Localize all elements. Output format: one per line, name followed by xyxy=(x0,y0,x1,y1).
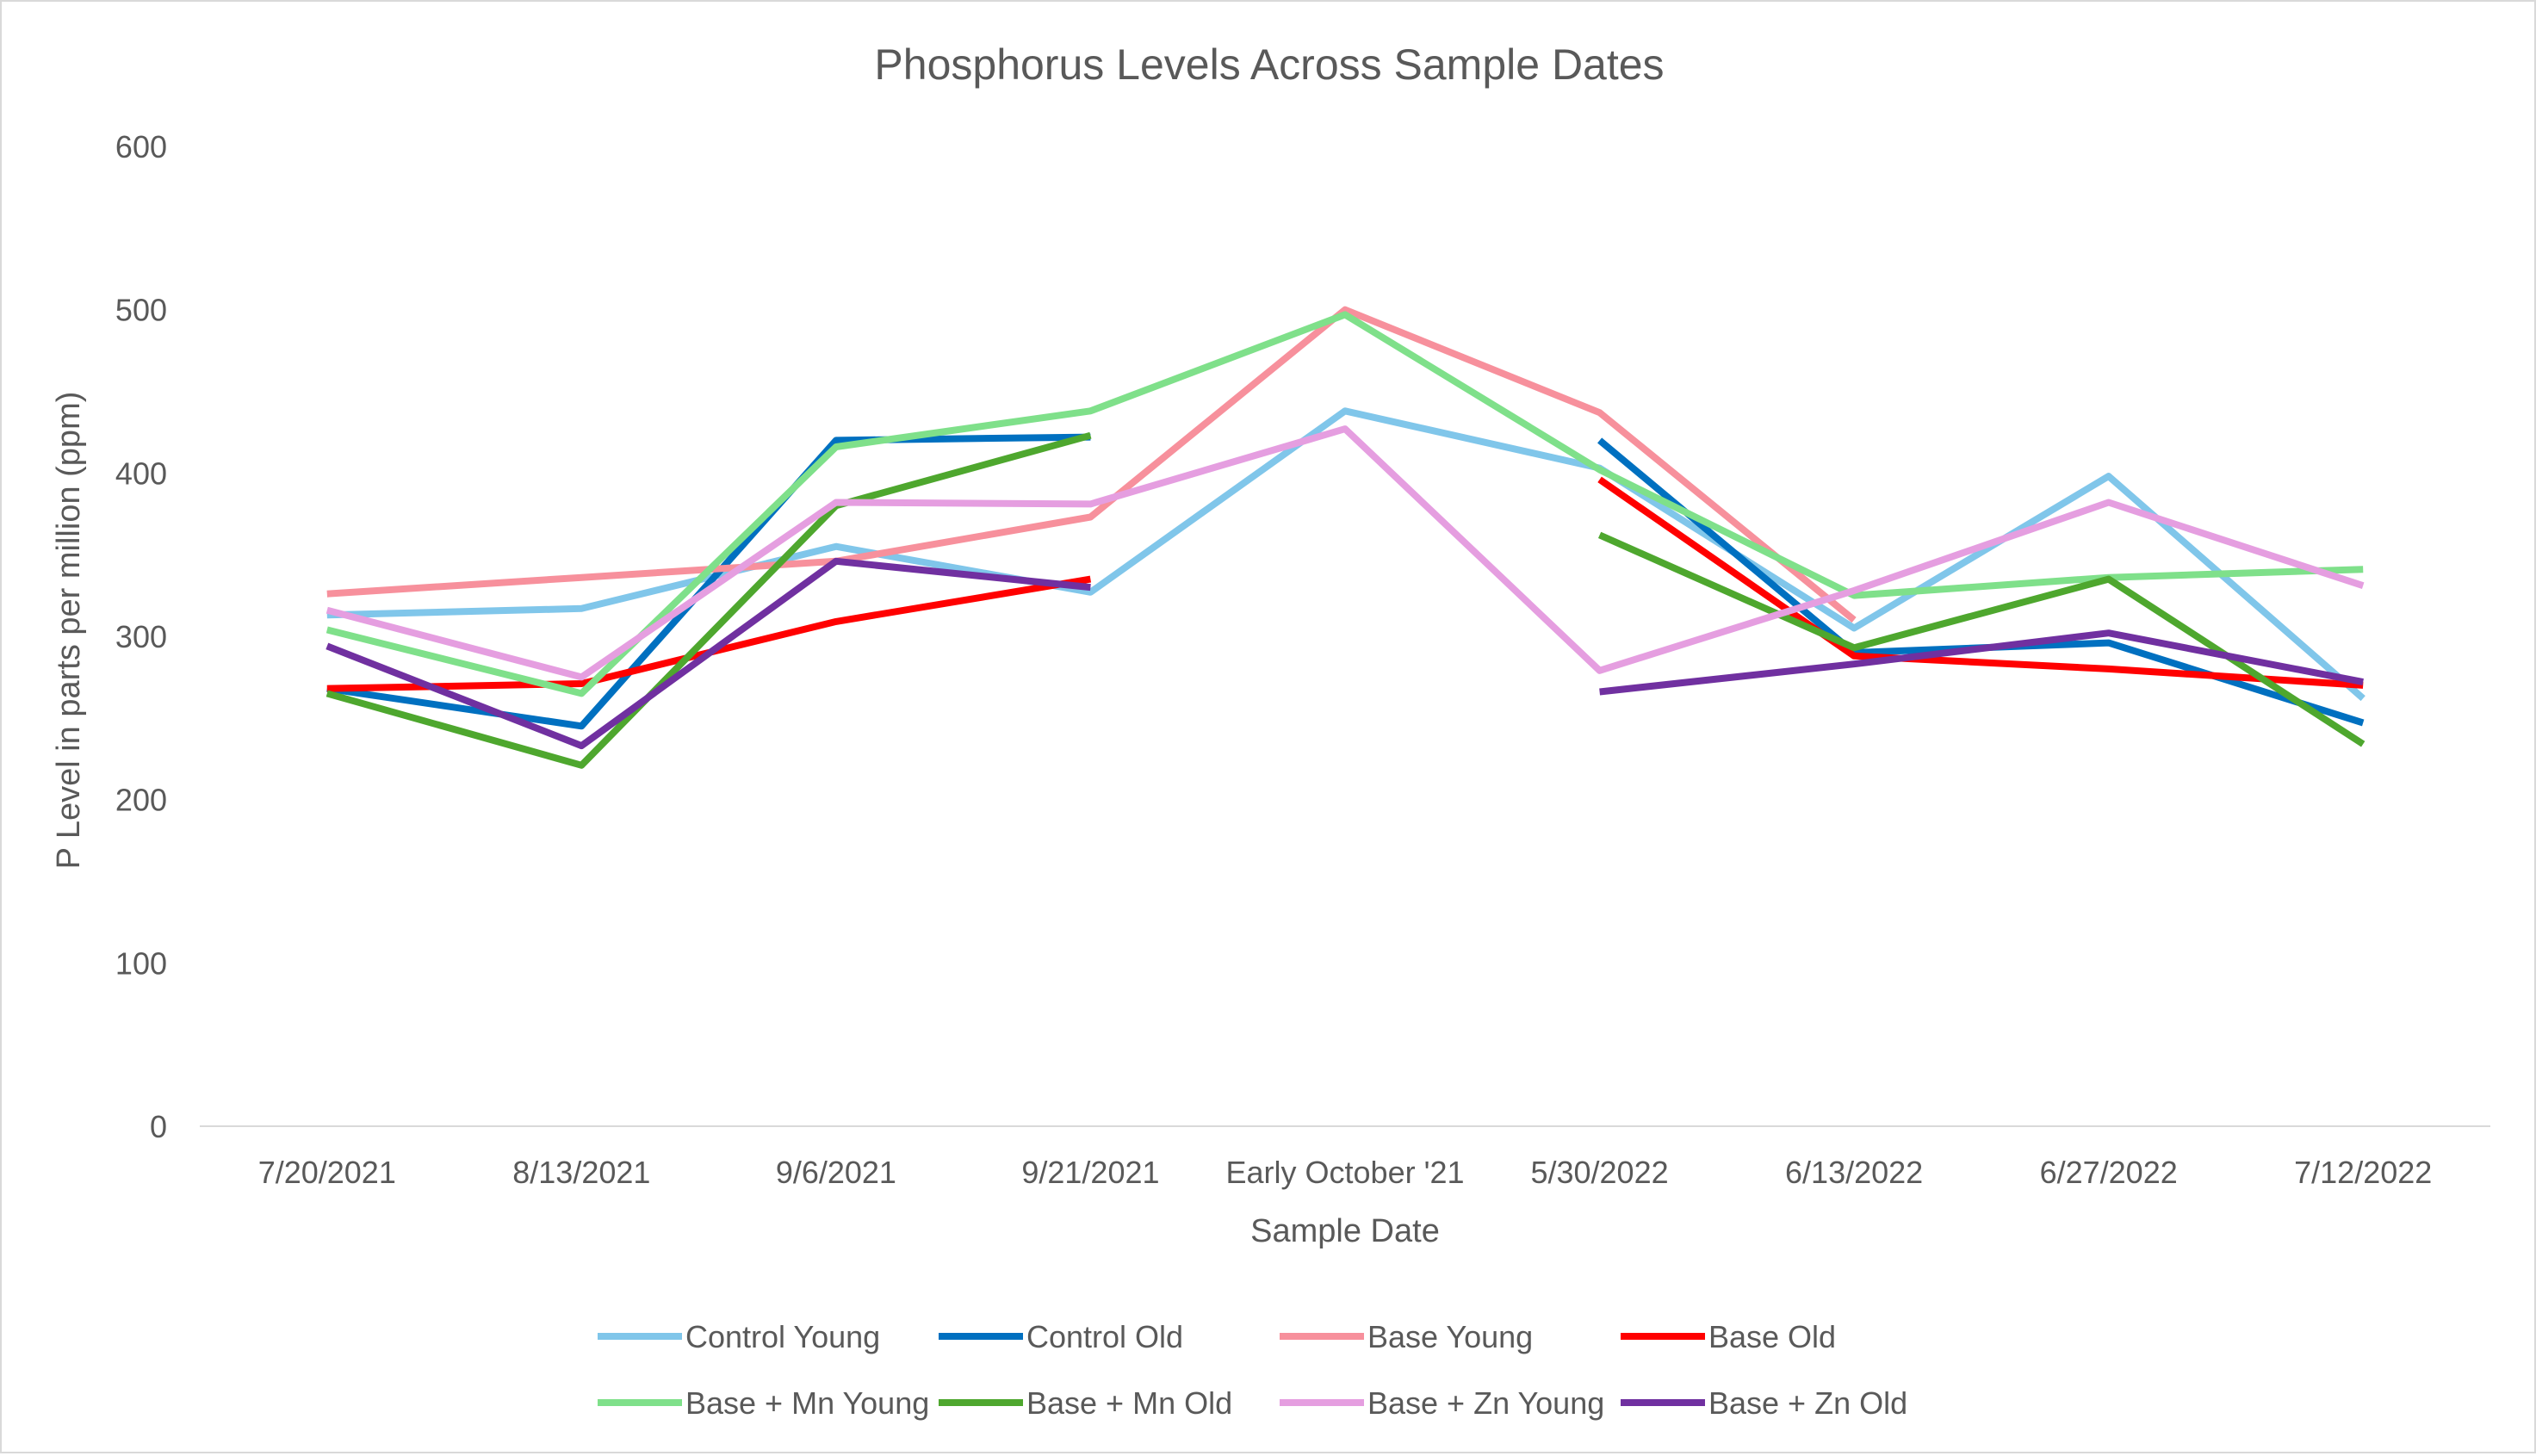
series-line-base-mn-old xyxy=(1597,531,2365,747)
series-line-base-zn-young xyxy=(326,425,2365,681)
x-tick-label: Early October '21 xyxy=(1226,1155,1465,1190)
legend-item-base-mn-old: Base + Mn Old xyxy=(939,1385,1232,1421)
legend-item-control-old: Control Old xyxy=(939,1319,1183,1354)
legend-label: Base Old xyxy=(1708,1319,1836,1354)
y-tick-label: 100 xyxy=(115,945,167,981)
x-axis-ticks: 7/20/2021 8/13/2021 9/6/2021 9/21/2021 Early… xyxy=(258,1155,2433,1190)
y-axis-ticks: 0 100 200 300 400 500 600 xyxy=(115,129,167,1144)
legend-item-base-zn-old: Base + Zn Old xyxy=(1621,1385,1907,1421)
series-line-base-zn-old xyxy=(326,557,1091,750)
legend-label: Control Young xyxy=(685,1319,880,1354)
y-tick-label: 0 xyxy=(150,1109,167,1144)
legend-label: Base Young xyxy=(1367,1319,1533,1354)
x-tick-label: 9/6/2021 xyxy=(776,1155,896,1190)
x-tick-label: 6/13/2022 xyxy=(1785,1155,1923,1190)
x-tick-label: 5/30/2022 xyxy=(1530,1155,1668,1190)
series-line-base-old xyxy=(1597,476,2364,689)
series-line-base-mn-young xyxy=(326,311,2364,697)
x-axis-title: Sample Date xyxy=(1250,1213,1440,1249)
series-line-base-zn-old xyxy=(1599,629,2364,696)
legend-label: Base + Mn Young xyxy=(685,1385,929,1421)
x-tick-label: 8/13/2021 xyxy=(512,1155,650,1190)
legend-item-base-young: Base Young xyxy=(1280,1319,1533,1354)
legend-item-base-zn-young: Base + Zn Young xyxy=(1280,1385,1604,1421)
legend-item-control-young: Control Young xyxy=(598,1319,880,1354)
series-line-base-mn-old xyxy=(326,431,1092,769)
x-tick-label: 7/20/2021 xyxy=(258,1155,396,1190)
y-tick-label: 300 xyxy=(115,619,167,654)
legend-label: Base + Zn Young xyxy=(1367,1385,1604,1421)
x-tick-label: 9/21/2021 xyxy=(1021,1155,1159,1190)
series-line-control-young xyxy=(326,407,2365,702)
legend-item-base-old: Base Old xyxy=(1621,1319,1836,1354)
y-axis-title: P Level in parts per million (ppm) xyxy=(51,392,87,870)
legend-item-base-mn-young: Base + Mn Young xyxy=(598,1385,929,1421)
chart-title: Phosphorus Levels Across Sample Dates xyxy=(874,40,1664,89)
legend-label: Control Old xyxy=(1026,1319,1183,1354)
series-line-base-young xyxy=(326,306,1857,623)
legend-label: Base + Zn Old xyxy=(1708,1385,1907,1421)
y-tick-label: 500 xyxy=(115,293,167,328)
series-line-control-old xyxy=(326,433,1091,730)
y-tick-label: 200 xyxy=(115,783,167,818)
x-tick-label: 6/27/2022 xyxy=(2040,1155,2178,1190)
x-tick-label: 7/12/2022 xyxy=(2294,1155,2432,1190)
y-tick-label: 400 xyxy=(115,455,167,491)
y-tick-label: 600 xyxy=(115,129,167,164)
series-lines xyxy=(326,306,2365,769)
legend: Control Young Control Old Base Young Base O… xyxy=(598,1319,1907,1421)
legend-label: Base + Mn Old xyxy=(1026,1385,1232,1421)
